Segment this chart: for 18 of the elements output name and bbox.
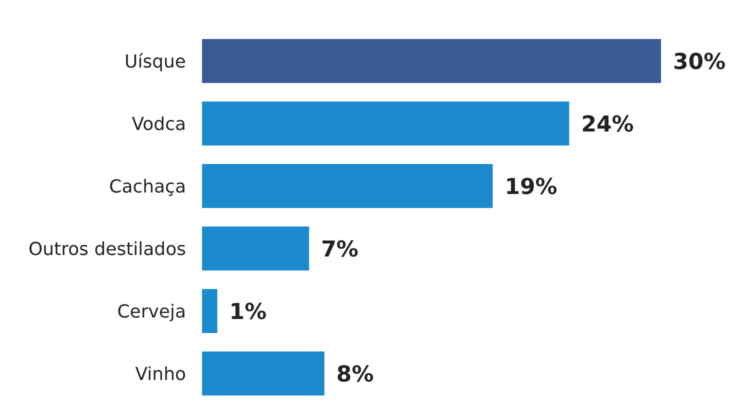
- y-tick-label: Outros destilados: [28, 239, 186, 260]
- y-tick-label: Cerveja: [117, 302, 186, 323]
- data-label: 30%: [673, 50, 726, 75]
- data-label: 24%: [581, 112, 634, 138]
- data-label: 7%: [321, 238, 358, 262]
- bar: [202, 289, 218, 333]
- y-tick-label: Vinho: [135, 364, 186, 386]
- bar: [202, 352, 324, 396]
- y-tick-label: Uísque: [124, 52, 186, 73]
- bar: [202, 164, 493, 208]
- bar: [202, 102, 570, 146]
- y-tick-label: Vodca: [132, 114, 186, 136]
- bar: [202, 39, 661, 83]
- y-tick-label: Cachaça: [109, 176, 186, 198]
- data-label: 1%: [229, 300, 267, 325]
- bar: [202, 226, 310, 270]
- data-label: 8%: [336, 362, 374, 388]
- data-label: 19%: [504, 175, 558, 200]
